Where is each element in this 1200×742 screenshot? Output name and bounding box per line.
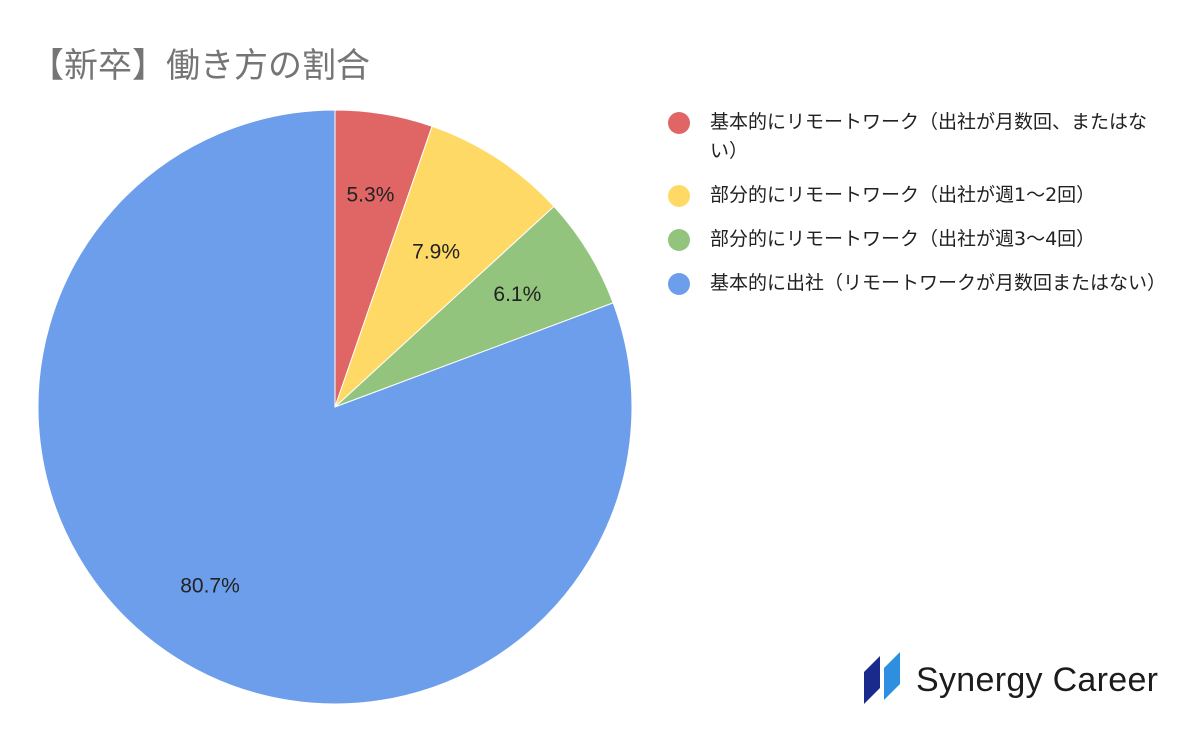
legend-item-4: 基本的に出社（リモートワークが月数回またはない） [668, 269, 1167, 298]
logo-light-shape [884, 652, 900, 700]
brand-name: Synergy Career [916, 660, 1159, 699]
pie-slice-2 [334, 125, 555, 408]
data-label-3: 6.1% [493, 283, 541, 306]
legend: 基本的にリモートワーク（出社が月数回、またはない） 部分的にリモートワーク（出社が… [668, 108, 1167, 313]
legend-label: 部分的にリモートワーク（出社が週3〜4回） [710, 228, 1096, 250]
pie-slices [37, 109, 633, 705]
pie-slice-4 [37, 109, 633, 705]
data-label-4: 80.7% [180, 575, 240, 598]
data-label-1: 5.3% [347, 184, 395, 207]
legend-swatch-icon [668, 112, 690, 134]
legend-item-2: 部分的にリモートワーク（出社が週1〜2回） [668, 181, 1158, 210]
pie-data-labels: 5.3% 7.9% 6.1% 80.7% [180, 184, 541, 598]
data-label-2: 7.9% [412, 241, 460, 264]
chart-title: 【新卒】働き方の割合 [30, 46, 370, 86]
synergy-career-logo-icon [864, 652, 900, 704]
legend-swatch-icon [668, 273, 690, 295]
legend-label: 部分的にリモートワーク（出社が週1〜2回） [710, 184, 1096, 206]
logo-dark-shape [864, 656, 880, 704]
legend-item-3: 部分的にリモートワーク（出社が週3〜4回） [668, 225, 1158, 254]
brand-logo: Synergy Career [860, 650, 1158, 710]
legend-label: 基本的に出社（リモートワークが月数回またはない） [710, 272, 1167, 294]
legend-label: 基本的にリモートワーク（出社が月数回、またはない） [710, 111, 1148, 162]
legend-swatch-icon [668, 185, 690, 207]
legend-swatch-icon [668, 229, 690, 251]
legend-item-1: 基本的にリモートワーク（出社が月数回、またはない） [668, 108, 1158, 166]
